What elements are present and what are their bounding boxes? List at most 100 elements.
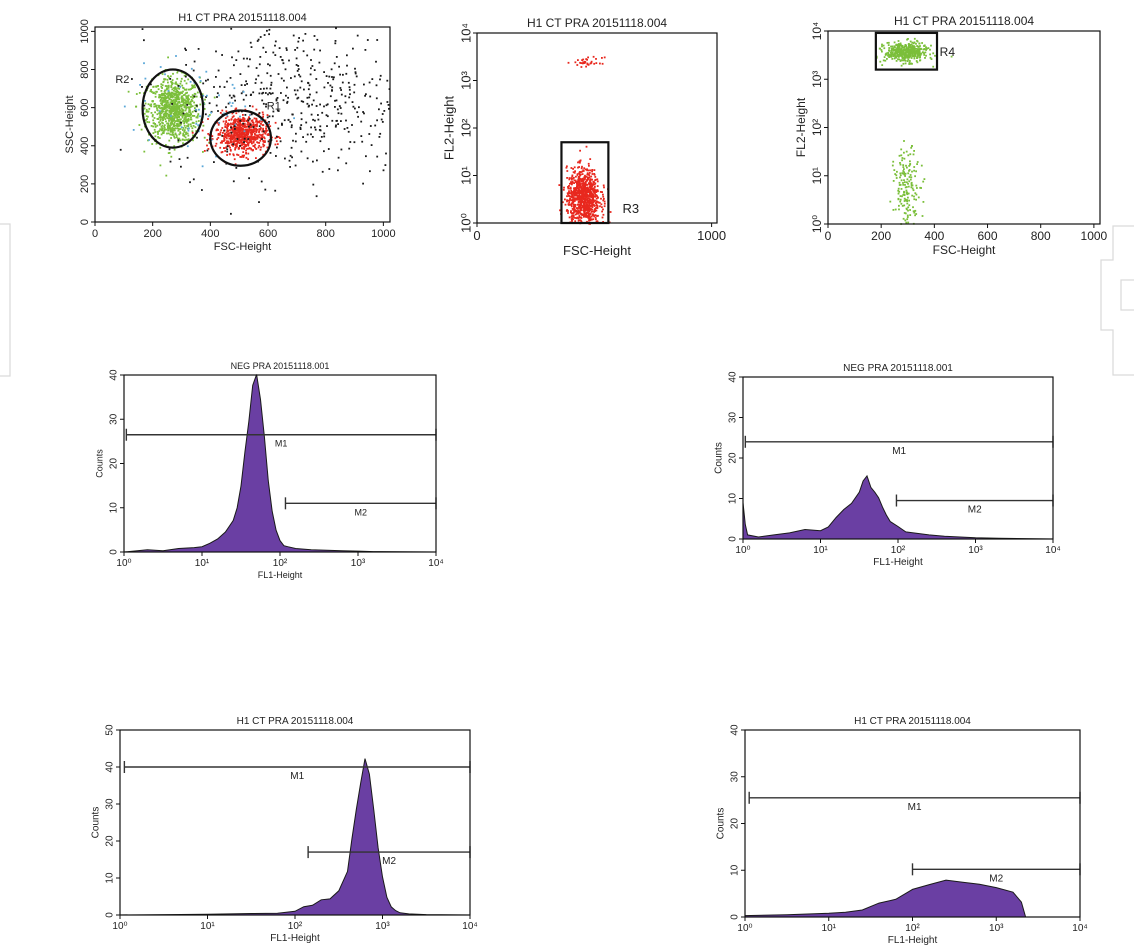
scatter-point xyxy=(305,140,308,143)
scatter-point xyxy=(165,88,168,91)
scatter-point xyxy=(254,143,257,146)
scatter-point xyxy=(236,131,239,134)
marker-label: M1 xyxy=(892,446,906,457)
scatter-point xyxy=(354,67,356,70)
scatter-point xyxy=(306,96,309,99)
scatter-point xyxy=(583,62,585,64)
scatter-point xyxy=(339,73,341,76)
scatter-point xyxy=(923,44,925,47)
scatter-point xyxy=(881,45,883,48)
scatter-point xyxy=(296,97,299,100)
scatter-point xyxy=(218,122,221,124)
scatter-point xyxy=(187,78,190,81)
scatter-point xyxy=(161,103,163,106)
scatter-point xyxy=(905,51,908,54)
scatter-point xyxy=(593,215,596,218)
scatter-point xyxy=(901,56,904,58)
scatter-point xyxy=(298,73,300,76)
scatter-point xyxy=(299,86,302,89)
scatter-point xyxy=(586,201,588,204)
scatter-point xyxy=(284,157,286,160)
scatter-point xyxy=(900,179,903,182)
scatter-point xyxy=(168,109,171,112)
scatter-point xyxy=(252,131,255,134)
scatter-point xyxy=(584,184,587,187)
scatter-point xyxy=(286,102,288,104)
scatter-point xyxy=(232,141,235,143)
scatter-point xyxy=(173,112,176,115)
scatter-point xyxy=(608,221,611,224)
scatter-point xyxy=(237,121,240,124)
scatter-point xyxy=(153,105,156,108)
scatter-point xyxy=(240,128,243,131)
scatter-point xyxy=(236,153,238,156)
scatter-point xyxy=(282,99,285,102)
scatter-point xyxy=(161,94,163,97)
scatter-point xyxy=(156,124,159,127)
scatter-point xyxy=(234,121,236,124)
scatter-point xyxy=(201,165,204,168)
scatter-point xyxy=(900,188,903,190)
scatter-point xyxy=(175,107,177,110)
scatter-point xyxy=(151,91,153,93)
scatter-point xyxy=(245,149,247,152)
scatter-point xyxy=(185,100,187,103)
scatter-point xyxy=(168,127,171,130)
scatter-point xyxy=(192,69,195,72)
scatter-point xyxy=(173,136,176,139)
scatter-point xyxy=(259,36,262,38)
y-tick-label: 10¹ xyxy=(458,165,473,184)
scatter-point xyxy=(161,73,164,75)
scatter-point xyxy=(333,76,335,79)
scatter-point xyxy=(908,169,911,171)
scatter-point xyxy=(192,97,194,99)
scatter-point xyxy=(338,65,340,68)
scatter-point xyxy=(899,195,902,197)
scatter-point xyxy=(344,95,347,98)
scatter-point xyxy=(260,146,262,149)
y-tick-label: 40 xyxy=(728,371,739,383)
scatter-point xyxy=(904,59,907,62)
scatter-point xyxy=(315,78,318,80)
scatter-point xyxy=(334,40,337,42)
scatter-point xyxy=(169,78,172,80)
scatter-point xyxy=(300,124,303,126)
scatter-point xyxy=(592,180,595,183)
scatter-point xyxy=(250,128,253,131)
y-tick-label: 10⁰ xyxy=(810,215,824,233)
scatter-point xyxy=(247,129,250,131)
scatter-point xyxy=(175,81,177,84)
scatter-point xyxy=(593,173,596,175)
scatter-point xyxy=(249,114,251,116)
scatter-point xyxy=(166,109,169,112)
scatter-point xyxy=(173,106,176,108)
scatter-point xyxy=(881,64,884,66)
scatter-point xyxy=(253,117,256,120)
scatter-point xyxy=(221,54,223,56)
scatter-point xyxy=(908,63,911,65)
scatter-point xyxy=(179,86,182,88)
scatter-point xyxy=(347,81,350,84)
scatter-point xyxy=(590,215,593,218)
scatter-point xyxy=(570,210,572,212)
scatter-point xyxy=(903,168,905,170)
scatter-point xyxy=(246,147,248,150)
scatter-point xyxy=(176,103,179,105)
scatter-point xyxy=(166,106,168,109)
scatter-point xyxy=(907,154,910,157)
scatter-point xyxy=(897,58,899,61)
scatter-point xyxy=(576,181,578,183)
scatter-point xyxy=(159,164,162,167)
scatter-point xyxy=(194,110,197,112)
scatter-point xyxy=(258,142,261,144)
scatter-point xyxy=(260,138,262,140)
scatter-point xyxy=(354,107,356,110)
scatter-point xyxy=(586,169,588,172)
scatter-point xyxy=(234,120,237,123)
scatter-point xyxy=(352,105,355,108)
scatter-point xyxy=(900,49,902,51)
scatter-point xyxy=(155,104,158,107)
scatter-point xyxy=(163,124,166,127)
scatter-point xyxy=(240,156,243,158)
